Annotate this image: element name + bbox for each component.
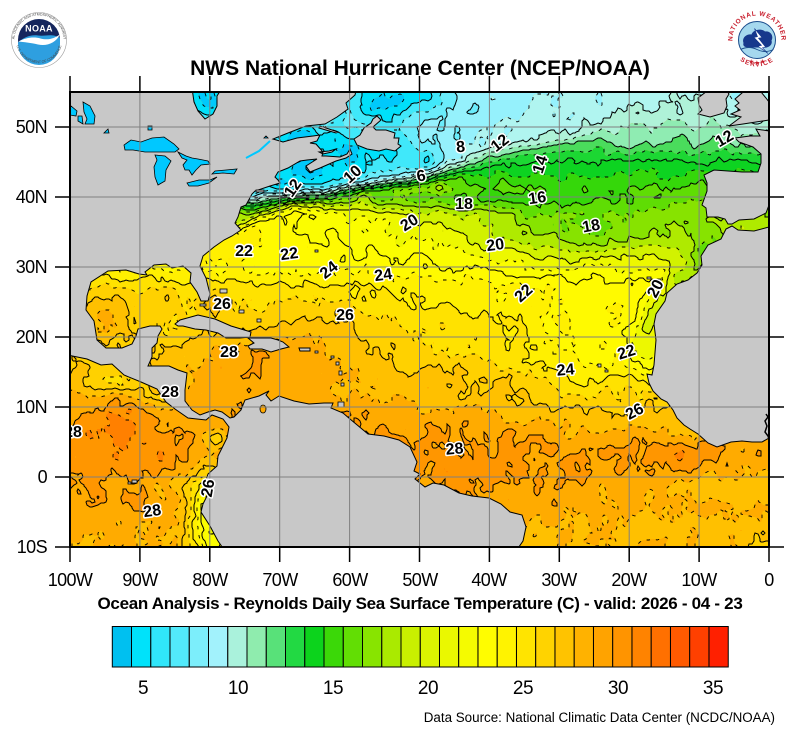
svg-text:8: 8: [455, 139, 465, 157]
svg-text:26: 26: [199, 478, 219, 499]
svg-text:80W: 80W: [192, 570, 228, 590]
svg-text:70W: 70W: [262, 570, 298, 590]
svg-text:40W: 40W: [471, 570, 507, 590]
svg-text:22: 22: [235, 243, 253, 260]
svg-text:16: 16: [527, 189, 547, 208]
svg-text:30W: 30W: [541, 570, 577, 590]
svg-text:5: 5: [138, 678, 148, 699]
svg-text:NWS National Hurricane Center: NWS National Hurricane Center (NCEP/NOAA…: [190, 57, 650, 80]
svg-text:10S: 10S: [17, 537, 48, 557]
svg-text:26: 26: [336, 307, 354, 324]
svg-text:24: 24: [556, 361, 575, 379]
svg-text:24: 24: [373, 266, 393, 285]
svg-text:0: 0: [764, 570, 774, 590]
svg-text:90W: 90W: [122, 570, 158, 590]
svg-text:26: 26: [213, 296, 231, 313]
svg-text:30N: 30N: [16, 257, 47, 277]
svg-text:40N: 40N: [16, 187, 47, 207]
svg-text:Data Source: National Climatic: Data Source: National Climatic Data Cent…: [424, 710, 775, 725]
svg-text:18: 18: [581, 217, 602, 237]
svg-text:10: 10: [228, 678, 248, 699]
svg-text:60W: 60W: [332, 570, 368, 590]
svg-text:20N: 20N: [16, 327, 47, 347]
svg-text:35: 35: [703, 678, 723, 699]
svg-text:28: 28: [64, 424, 82, 441]
svg-text:0: 0: [38, 467, 48, 487]
svg-text:28: 28: [161, 384, 179, 401]
svg-text:15: 15: [323, 678, 343, 699]
svg-text:10W: 10W: [681, 570, 717, 590]
svg-text:18: 18: [455, 196, 473, 213]
svg-text:10N: 10N: [16, 397, 47, 417]
svg-text:22: 22: [279, 245, 299, 264]
svg-text:50W: 50W: [402, 570, 438, 590]
svg-text:30: 30: [608, 678, 628, 699]
svg-text:28: 28: [220, 344, 238, 361]
svg-text:20W: 20W: [611, 570, 647, 590]
svg-text:Ocean Analysis - Reynolds Dail: Ocean Analysis - Reynolds Daily Sea Surf…: [98, 594, 743, 613]
svg-text:20: 20: [485, 236, 505, 255]
svg-text:28: 28: [142, 502, 162, 521]
svg-text:100W: 100W: [48, 570, 93, 590]
svg-text:28: 28: [445, 440, 464, 458]
svg-text:NOAA: NOAA: [25, 24, 53, 34]
svg-text:20: 20: [418, 678, 438, 699]
svg-text:25: 25: [513, 678, 533, 699]
svg-text:50N: 50N: [16, 117, 47, 137]
